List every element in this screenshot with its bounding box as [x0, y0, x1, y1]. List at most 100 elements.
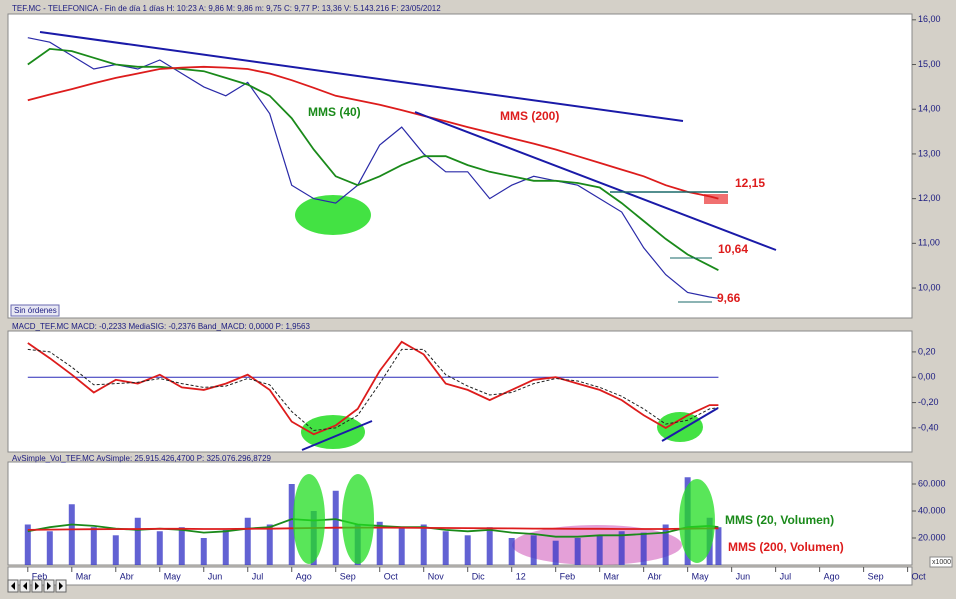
x-tick-label: Oct — [384, 571, 399, 581]
x-tick-label: Jul — [780, 571, 792, 581]
highlight — [301, 415, 365, 449]
volume-bar — [90, 527, 97, 565]
x-tick-label: Jun — [736, 571, 751, 581]
x-tick-label: Ago — [296, 571, 312, 581]
y-tick-label: 10,00 — [918, 282, 941, 292]
volume-bar — [508, 538, 515, 565]
y-tick-label: 13,00 — [918, 148, 941, 158]
volume-bar — [442, 531, 449, 565]
highlight — [657, 412, 703, 442]
x-tick-label: Abr — [648, 571, 662, 581]
volume-bar — [715, 527, 722, 565]
nav-buttons — [7, 579, 67, 593]
price-header: TEF.MC - TELEFONICA - Fin de día 1 días … — [12, 4, 441, 13]
highlight — [293, 474, 325, 564]
orders-button[interactable] — [10, 304, 60, 317]
x-tick-label: Feb — [560, 571, 576, 581]
y-tick-label: 0,00 — [918, 372, 936, 382]
annotation: MMS (20, Volumen) — [725, 513, 834, 527]
x-tick-label: Dic — [472, 571, 485, 581]
y-tick-label: -0,40 — [918, 422, 939, 432]
volume-bar — [552, 540, 559, 565]
trend-line — [39, 31, 684, 122]
macd-header: MACD_TEF.MC MACD: -0,2233 MediaSIG: -0,2… — [12, 322, 310, 331]
volume-bar — [376, 521, 383, 565]
overlays — [39, 31, 777, 564]
x-tick-label: Mar — [76, 571, 92, 581]
nav-icon — [23, 582, 27, 590]
x-tick-label: Nov — [428, 571, 445, 581]
volume-bar — [24, 524, 31, 565]
y-tick-label: 11,00 — [918, 238, 940, 248]
y-tick-label: 20.000 — [918, 532, 946, 542]
nav-icon — [11, 582, 15, 590]
volume-bar — [464, 535, 471, 565]
volume-bar — [46, 531, 53, 565]
y-tick-label: 0,20 — [918, 346, 936, 356]
volume-bar — [222, 529, 229, 565]
series-line — [27, 65, 719, 200]
volume-header: AvSimple_Vol_TEF.MC AvSimple: 25.915.426… — [12, 454, 272, 463]
volume-bar — [112, 535, 119, 565]
x-tick-label: 12 — [516, 571, 526, 581]
x-tick-label: May — [164, 571, 182, 581]
volume-bar — [134, 517, 141, 565]
x-tick-label: Jun — [208, 571, 223, 581]
y-tick-label: -0,20 — [918, 397, 939, 407]
highlight — [704, 194, 728, 204]
volume-bar — [618, 531, 625, 565]
trend-line — [414, 111, 777, 251]
volume-bar — [156, 531, 163, 565]
volume-bar — [266, 524, 273, 565]
nav-icon — [47, 582, 51, 590]
annotation: 10,64 — [718, 242, 748, 256]
orders-button-label[interactable]: Sin órdenes — [14, 306, 57, 315]
x-tick-label: Oct — [912, 571, 927, 581]
macd-panel — [7, 330, 913, 453]
series-line — [27, 348, 719, 432]
volume-bar — [662, 524, 669, 565]
highlight — [679, 479, 715, 563]
volume-bar — [288, 484, 295, 565]
trend-line — [661, 407, 719, 442]
volume-bar — [244, 517, 251, 565]
volume-bar — [530, 535, 537, 565]
price-panel — [7, 13, 913, 319]
volume-bar — [486, 527, 493, 565]
volume-bar — [398, 527, 405, 565]
volume-bar — [420, 524, 427, 565]
x-tick-label: Feb — [32, 571, 48, 581]
volume-bar — [200, 538, 207, 565]
x-tick-label: May — [692, 571, 710, 581]
annotation: 9,66 — [717, 291, 741, 305]
series-line — [27, 47, 719, 272]
x-tick-label: Jul — [252, 571, 264, 581]
y-tick-label: 40.000 — [918, 505, 946, 515]
x-tick-label: Abr — [120, 571, 134, 581]
series-line — [27, 526, 719, 531]
unit-label: x1000 — [932, 559, 951, 566]
x-axis-strip — [7, 566, 913, 586]
series-line — [27, 340, 719, 436]
volume-bar — [596, 535, 603, 565]
y-tick-label: 14,00 — [918, 104, 941, 114]
trend-line — [301, 420, 373, 451]
annotation: 12,15 — [735, 176, 765, 190]
volume-bar — [178, 527, 185, 565]
y-tick-label: 15,00 — [918, 59, 941, 69]
annotation: MMS (200) — [500, 109, 559, 123]
y-tick-label: 16,00 — [918, 14, 941, 24]
volume-bar — [68, 504, 75, 565]
annotation: MMS (200, Volumen) — [728, 540, 844, 554]
x-tick-label: Sep — [868, 571, 884, 581]
unit-box — [929, 556, 953, 568]
x-tick-label: Sep — [340, 571, 356, 581]
y-tick-label: 60.000 — [918, 478, 946, 488]
x-tick-label: Mar — [604, 571, 620, 581]
volume-bar — [574, 538, 581, 565]
annotation: MMS (40) — [308, 105, 361, 119]
nav-icon — [35, 582, 39, 590]
y-tick-label: 12,00 — [918, 193, 941, 203]
